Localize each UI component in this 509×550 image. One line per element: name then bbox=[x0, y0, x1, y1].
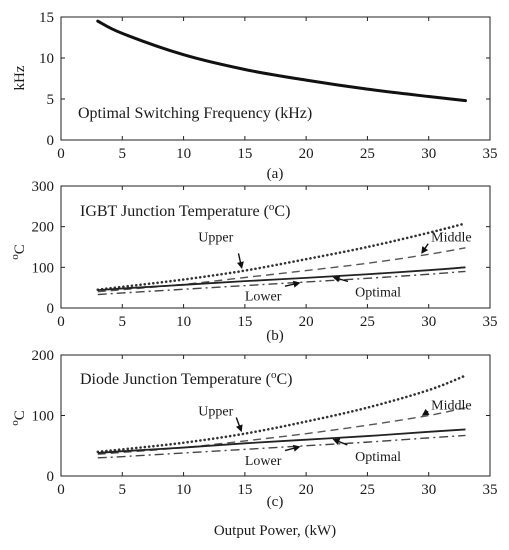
panel-c-title-sup: o bbox=[271, 369, 277, 381]
annotation-optimal-label: Optimal bbox=[355, 450, 401, 465]
panel-a-ytick-label: 0 bbox=[47, 133, 55, 149]
panel-a-series-freq bbox=[96, 19, 467, 103]
panel-a-frame bbox=[60, 16, 491, 141]
panel-a-ytick-label: 5 bbox=[47, 92, 55, 108]
panel-c-ylabel: oC bbox=[9, 410, 28, 426]
panel-b-series-middle bbox=[97, 247, 466, 293]
panel-b-ylabel-main: C bbox=[12, 244, 28, 254]
panel-c-plot: 0 5 10 15 20 25 30 35 0 100 200 Upper Middle Lower Opt… bbox=[32, 348, 498, 498]
panel-c-ytick-label: 0 bbox=[47, 469, 55, 485]
panel-b-plot: 0 5 10 15 20 25 30 35 0 100 200 300 Upper Middle Lower… bbox=[32, 179, 498, 330]
panel-b: 0 5 10 15 20 25 30 35 0 100 200 300 Upper Middle Lower… bbox=[9, 179, 498, 344]
annotation-lower-arrow-head bbox=[292, 280, 301, 288]
panel-b-xtick-label: 5 bbox=[119, 314, 127, 330]
panel-b-ytick-label: 300 bbox=[32, 179, 55, 195]
panel-a-xtick-label: 35 bbox=[483, 146, 498, 162]
panel-a-xtick-label: 20 bbox=[299, 146, 314, 162]
panel-b-xtick-label: 20 bbox=[299, 314, 314, 330]
panel-b-xtick-label: 30 bbox=[421, 314, 436, 330]
annotation-lower-label: Lower bbox=[245, 290, 282, 305]
panel-a-xtick-label: 5 bbox=[119, 146, 127, 162]
panel-b-ytick-label: 0 bbox=[47, 301, 55, 317]
annotation-middle-label: Middle bbox=[431, 231, 471, 246]
panel-c-title-main: Diode Junction Temperature ( bbox=[80, 371, 271, 388]
panel-b-caption: (b) bbox=[266, 328, 284, 344]
panel-a-xtick-label: 15 bbox=[237, 146, 252, 162]
annotation-lower-arrow-head bbox=[292, 444, 301, 452]
panel-a-title: Optimal Switching Frequency (kHz) bbox=[78, 105, 312, 122]
panel-c-series-middle bbox=[97, 406, 466, 455]
panel-c-series-optimal bbox=[97, 428, 466, 454]
panel-a-xtick-label: 10 bbox=[176, 146, 191, 162]
panel-b-xtick-label: 35 bbox=[483, 314, 498, 330]
panel-c-title-end: C) bbox=[276, 371, 292, 388]
panel-c-xtick-label: 20 bbox=[299, 482, 314, 498]
panel-c-xtick-label: 25 bbox=[360, 482, 375, 498]
panel-c-xtick-label: 10 bbox=[176, 482, 191, 498]
annotation-upper-arrow-head bbox=[235, 424, 243, 433]
x-axis-label: Output Power, (kW) bbox=[214, 523, 336, 539]
panel-c-xtick-label: 30 bbox=[421, 482, 436, 498]
panel-b-ytick-label: 200 bbox=[32, 220, 55, 236]
panel-a: 0 5 10 15 20 25 30 35 0 5 10 15 Optimal Switching F… bbox=[12, 10, 498, 182]
panel-a-xtick-label: 25 bbox=[360, 146, 375, 162]
panel-b-ylabel-sup: o bbox=[9, 254, 21, 260]
panel-c-ylabel-main: C bbox=[12, 410, 28, 420]
panel-c-ylabel-sup: o bbox=[9, 420, 21, 426]
panel-c-xtick-label: 35 bbox=[483, 482, 498, 498]
panel-c-ytick-label: 100 bbox=[32, 409, 55, 425]
annotation-middle-arrow-head bbox=[421, 246, 429, 254]
panel-a-plot: 0 5 10 15 20 25 30 35 0 5 10 15 bbox=[39, 10, 498, 162]
panel-b-ylabel: oC bbox=[9, 244, 28, 260]
panel-b-frame bbox=[60, 185, 491, 309]
panel-c-xtick-label: 15 bbox=[237, 482, 252, 498]
panel-c-xtick-label: 0 bbox=[57, 482, 65, 498]
annotation-optimal-label: Optimal bbox=[355, 286, 401, 301]
panel-b-title-sup: o bbox=[269, 201, 275, 213]
annotation-middle-arrow-head bbox=[421, 408, 430, 416]
annotation-lower-label: Lower bbox=[245, 454, 282, 469]
panel-b-series-upper bbox=[96, 222, 467, 291]
panel-c-caption: (c) bbox=[267, 494, 284, 510]
panel-a-ytick-label: 15 bbox=[39, 10, 54, 26]
annotation-upper-label: Upper bbox=[198, 231, 233, 246]
panel-a-ylabel: kHz bbox=[12, 65, 28, 90]
panel-b-title-end: C) bbox=[274, 203, 290, 220]
panel-b-series-optimal bbox=[97, 266, 466, 292]
panel-b-title: IGBT Junction Temperature (oC) bbox=[80, 201, 290, 220]
panel-b-title-main: IGBT Junction Temperature ( bbox=[80, 203, 269, 220]
panel-a-xtick-label: 30 bbox=[421, 146, 436, 162]
annotation-upper-arrow-head bbox=[237, 261, 244, 269]
annotation-middle-label: Middle bbox=[431, 398, 471, 413]
panel-c-series-lower bbox=[97, 434, 466, 459]
annotation-upper-label: Upper bbox=[198, 405, 233, 420]
panel-c-title: Diode Junction Temperature (oC) bbox=[80, 369, 292, 388]
panel-a-ytick-label: 10 bbox=[39, 51, 54, 67]
annotation-optimal-arrow-head bbox=[332, 438, 341, 445]
panel-b-xtick-label: 15 bbox=[237, 314, 252, 330]
panel-a-caption: (a) bbox=[267, 166, 284, 182]
panel-a-xtick-label: 0 bbox=[57, 146, 65, 162]
panel-c-xtick-label: 5 bbox=[119, 482, 127, 498]
panel-b-ytick-label: 100 bbox=[32, 260, 55, 276]
panel-c-series-upper bbox=[96, 374, 467, 454]
panel-b-xtick-label: 10 bbox=[176, 314, 191, 330]
panel-b-xtick-label: 0 bbox=[57, 314, 65, 330]
annotation-optimal-arrow-head bbox=[332, 275, 341, 283]
panel-b-series-lower bbox=[97, 270, 466, 296]
panel-c: 0 5 10 15 20 25 30 35 0 100 200 Upper Middle Lower Opt… bbox=[9, 348, 498, 539]
panel-c-ytick-label: 200 bbox=[32, 348, 55, 364]
panel-b-xtick-label: 25 bbox=[360, 314, 375, 330]
